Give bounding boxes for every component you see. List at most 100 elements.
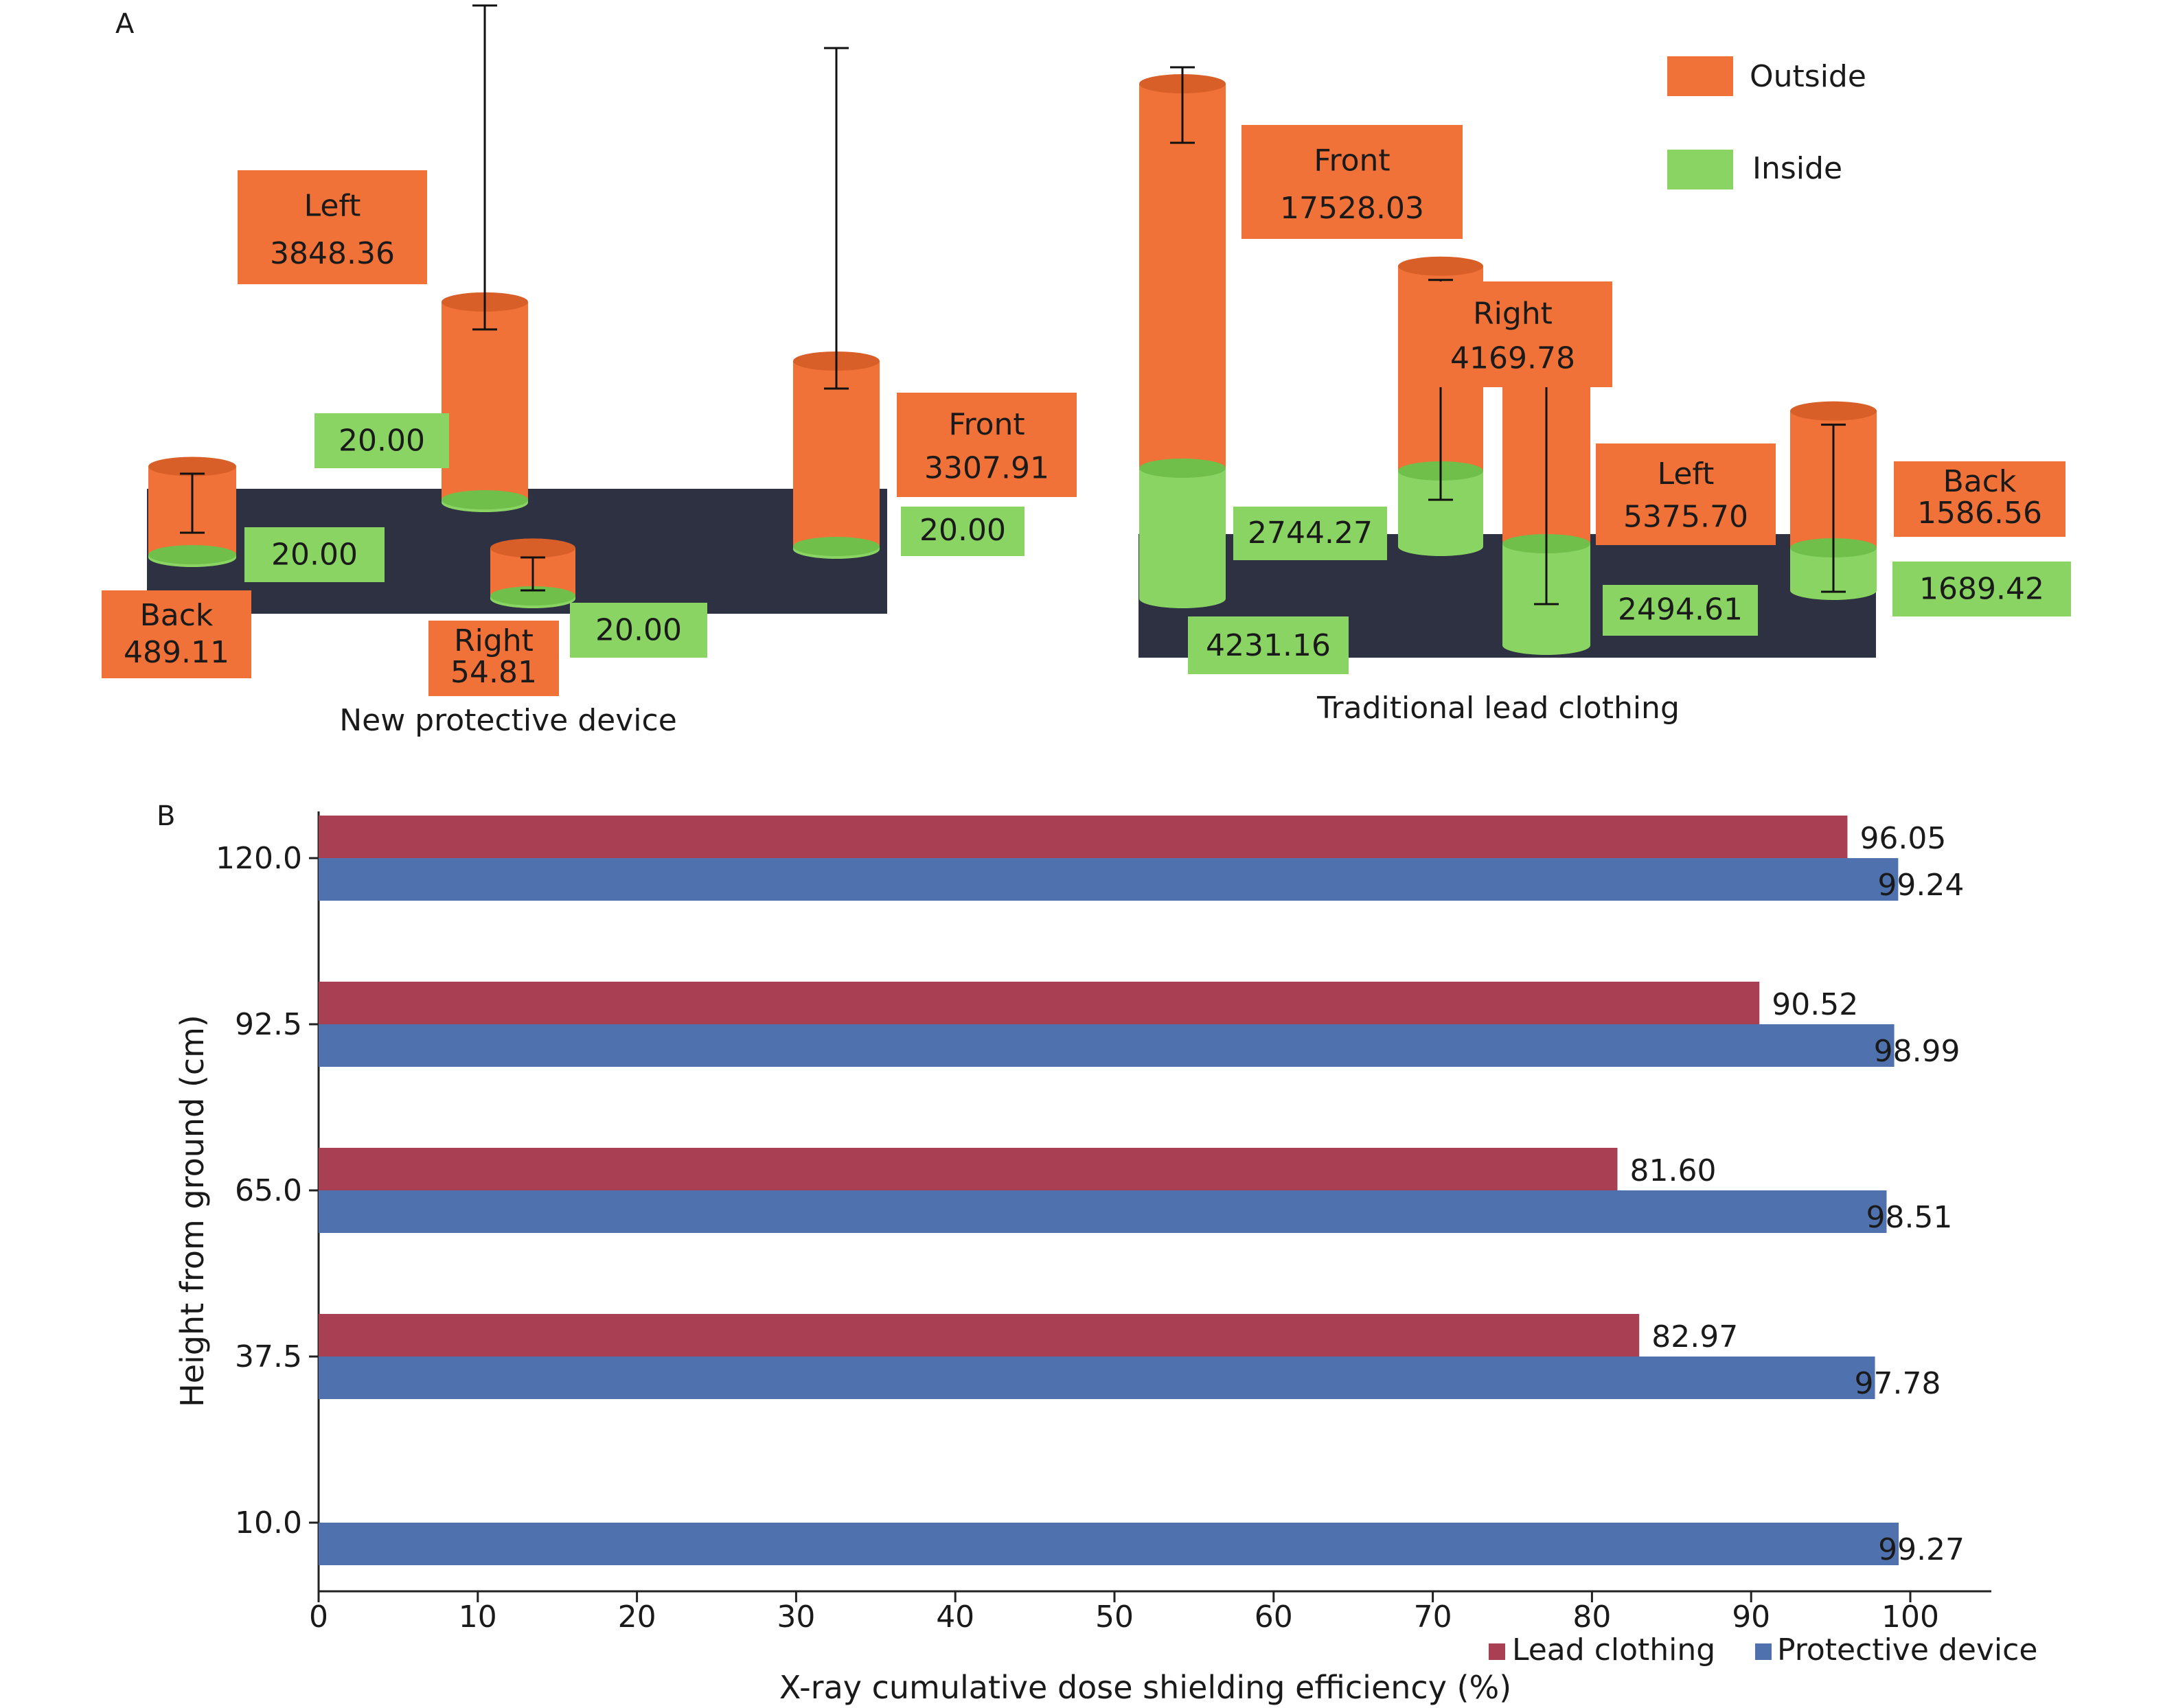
data-label-protective-device: 97.78	[1855, 1366, 1941, 1401]
y-tick-label: 65.0	[235, 1173, 302, 1208]
cylinder-outside-traditional-front	[1139, 74, 1226, 478]
x-axis-title: X-ray cumulative dose shielding efficien…	[779, 1669, 1511, 1706]
data-label-lead-clothing: 90.52	[1772, 987, 1858, 1022]
error-bar	[1821, 424, 1846, 593]
label-outside-front: Front 17528.03	[1241, 125, 1463, 239]
label-inside-left: 2494.61	[1603, 585, 1758, 636]
error-bar	[520, 556, 545, 592]
panel-b: 96.05 99.24 90.52 98.99 81.60 98.51 82.97 97.78…	[174, 811, 2037, 1706]
error-bar	[472, 4, 497, 331]
data-label-protective-device: 99.24	[1877, 868, 1964, 903]
panel-label-b: B	[157, 800, 175, 832]
label-outside-value: 4169.78	[1450, 341, 1575, 376]
data-label-protective-device: 99.27	[1878, 1532, 1965, 1567]
y-axis-title: Height from ground (cm)	[174, 1015, 211, 1407]
group-title-lead-clothing: Traditional lead clothing	[1316, 691, 1680, 726]
panel-label-a: A	[115, 8, 135, 40]
legend-label-inside: Inside	[1752, 151, 1842, 186]
label-inside-left: 20.00	[314, 413, 449, 468]
data-label-protective-device: 98.51	[1866, 1200, 1952, 1235]
x-tick-label: 0	[309, 1600, 328, 1635]
legend-label-outside: Outside	[1750, 59, 1866, 94]
label-outside-left: Left 5375.70	[1596, 443, 1776, 545]
label-outside-value: 1586.56	[1917, 496, 2042, 531]
legend-swatch-lead-clothing	[1489, 1643, 1505, 1660]
label-outside-value: 489.11	[124, 635, 229, 670]
bar-protective-device	[319, 1523, 1899, 1565]
bar-protective-device	[319, 858, 1899, 901]
bar-protective-device	[319, 1024, 1895, 1067]
cylinder-inside-new-left	[442, 490, 528, 512]
label-position: Back	[1943, 464, 2017, 499]
data-label-lead-clothing: 81.60	[1629, 1153, 1716, 1188]
label-inside-value: 20.00	[339, 423, 425, 458]
x-tick-label: 70	[1414, 1600, 1452, 1635]
bar-lead-clothing	[319, 1148, 1618, 1190]
bar-lead-clothing	[319, 982, 1760, 1024]
legend-label-lead-clothing: Lead clothing	[1512, 1632, 1715, 1667]
y-tick-label: 10.0	[235, 1505, 302, 1540]
label-outside-value: 17528.03	[1280, 191, 1424, 226]
x-tick-label: 80	[1572, 1600, 1611, 1635]
label-outside-left: Left 3848.36	[238, 170, 427, 284]
legend-label-protective-device: Protective device	[1777, 1632, 2037, 1667]
legend-swatch-inside	[1667, 150, 1733, 189]
label-position: Front	[948, 407, 1025, 442]
y-tick-label: 120.0	[216, 841, 302, 876]
error-bar	[1170, 66, 1195, 144]
bar-protective-device	[319, 1190, 1887, 1233]
label-inside-back: 20.00	[244, 527, 385, 582]
label-inside-front: 4231.16	[1188, 616, 1349, 674]
label-position: Left	[304, 188, 361, 223]
label-inside-value: 20.00	[919, 513, 1006, 548]
x-tick-label: 40	[936, 1600, 974, 1635]
bar-protective-device	[319, 1357, 1875, 1399]
x-tick-label: 100	[1881, 1600, 1939, 1635]
label-inside-right: 20.00	[570, 603, 707, 658]
label-inside-value: 2744.27	[1248, 516, 1373, 551]
group-title-new-device: New protective device	[339, 703, 677, 738]
data-label-lead-clothing: 82.97	[1651, 1319, 1738, 1354]
x-tick-label: 60	[1255, 1600, 1293, 1635]
cylinder-inside-new-front	[793, 537, 880, 559]
label-outside-value: 3848.36	[270, 236, 395, 271]
label-position: Back	[140, 598, 214, 633]
legend-swatch-outside	[1667, 56, 1733, 96]
label-inside-right: 2744.27	[1233, 507, 1387, 560]
y-tick-label: 37.5	[235, 1339, 302, 1374]
label-inside-value: 20.00	[271, 537, 358, 572]
label-position: Right	[454, 623, 534, 658]
data-label-protective-device: 98.99	[1874, 1034, 1960, 1069]
x-tick-label: 10	[459, 1600, 497, 1635]
bar-lead-clothing	[319, 1314, 1640, 1357]
legend-swatch-protective-device	[1755, 1643, 1772, 1660]
label-inside-value: 2494.61	[1618, 592, 1743, 627]
cylinder-inside-new-right	[490, 586, 575, 608]
bar-lead-clothing	[319, 816, 1848, 858]
label-outside-front: Front 3307.91	[897, 393, 1077, 497]
label-outside-value: 3307.91	[924, 451, 1049, 486]
label-inside-front: 20.00	[901, 507, 1025, 556]
label-inside-value: 4231.16	[1206, 628, 1331, 663]
label-outside-right: Right 4169.78	[1413, 281, 1612, 387]
cylinder-inside-traditional-front	[1139, 459, 1226, 608]
label-position: Front	[1314, 143, 1390, 178]
label-inside-back: 1689.42	[1892, 562, 2071, 616]
data-label-lead-clothing: 96.05	[1859, 821, 1946, 856]
label-outside-value: 54.81	[450, 655, 537, 690]
error-bar	[180, 472, 205, 534]
x-tick-label: 30	[777, 1600, 815, 1635]
label-position: Right	[1473, 297, 1553, 332]
label-inside-value: 20.00	[595, 612, 682, 647]
x-tick-label: 90	[1732, 1600, 1770, 1635]
label-inside-value: 1689.42	[1919, 571, 2044, 606]
label-outside-value: 5375.70	[1623, 499, 1748, 534]
error-bar	[824, 47, 849, 390]
y-tick-label: 92.5	[235, 1007, 302, 1042]
label-position: Left	[1658, 457, 1715, 492]
